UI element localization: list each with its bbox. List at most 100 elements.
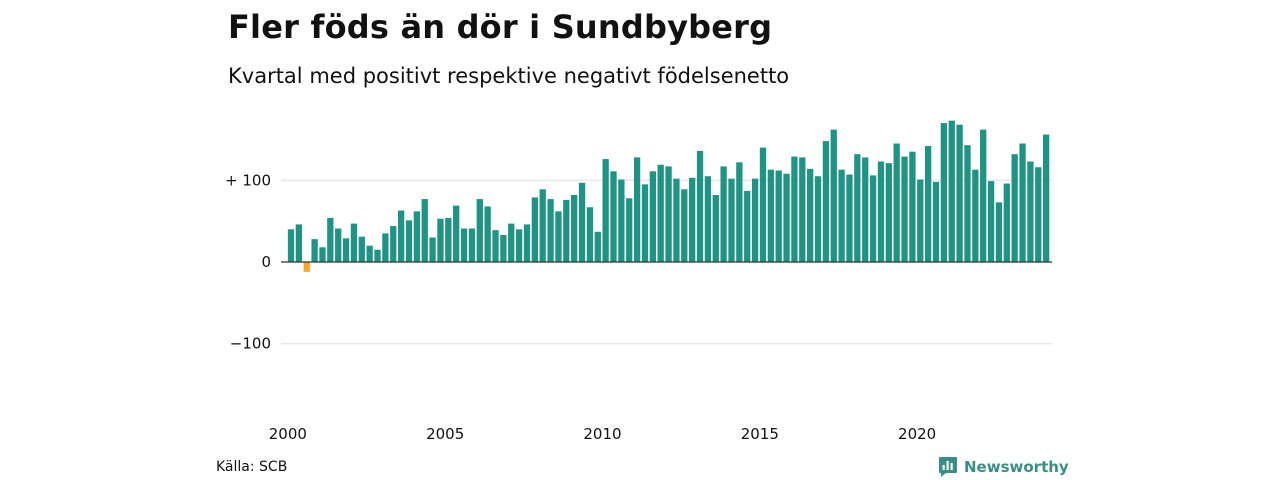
y-tick-label: −100: [230, 335, 271, 353]
bar-positive: [689, 177, 696, 262]
bar-positive: [453, 205, 460, 262]
bar-positive: [799, 157, 806, 262]
bar-positive: [610, 171, 617, 262]
bar-positive: [759, 147, 767, 262]
bar-positive: [531, 197, 538, 262]
x-axis-ticks: 2000 2005 2010 2015 2020: [269, 425, 936, 443]
bar-positive: [1019, 143, 1026, 262]
bar-positive: [964, 145, 971, 262]
bar-positive: [602, 159, 609, 262]
y-tick-label: 0: [261, 253, 271, 271]
y-tick-label: + 100: [225, 171, 271, 189]
bar-positive: [751, 178, 759, 262]
bar-positive: [696, 150, 704, 262]
bar-positive: [358, 236, 365, 262]
bar-positive: [437, 218, 444, 262]
bar-positive: [287, 229, 295, 262]
bar-positive: [397, 210, 405, 262]
bar-positive: [390, 226, 397, 262]
bar-positive: [586, 207, 594, 262]
bar-positive: [657, 164, 664, 262]
bars: [287, 120, 1050, 272]
chart-subtitle: Kvartal med positivt respektive negativt…: [228, 64, 790, 88]
y-axis-ticks: + 100 0 −100: [225, 171, 271, 352]
bar-positive: [948, 120, 955, 262]
bar-positive: [578, 182, 586, 262]
bar-positive: [633, 157, 641, 262]
bar-positive: [594, 231, 601, 262]
bar-positive: [429, 237, 436, 262]
bar-positive: [618, 179, 625, 262]
bar-negative: [303, 262, 310, 272]
x-tick-label: 2010: [583, 425, 621, 443]
bar-positive: [508, 223, 515, 262]
bar-positive: [728, 178, 735, 262]
bar-positive: [327, 217, 334, 262]
bar-positive: [744, 190, 751, 262]
bar-positive: [736, 162, 743, 262]
bar-positive: [484, 206, 491, 262]
bar-positive: [366, 245, 373, 262]
x-tick-label: 2015: [741, 425, 779, 443]
bar-positive: [1035, 167, 1042, 262]
bar-positive: [335, 228, 342, 262]
bar-positive: [563, 199, 570, 262]
bar-positive: [995, 202, 1003, 262]
bar-positive: [1011, 154, 1018, 262]
bar-positive: [1003, 183, 1010, 262]
bar-positive: [649, 171, 656, 262]
bar-positive: [626, 198, 633, 262]
bar-positive: [980, 129, 987, 262]
bar-positive: [807, 168, 814, 262]
bar-positive: [500, 235, 507, 262]
bar-positive: [555, 211, 562, 262]
bar-positive: [673, 178, 680, 262]
bar-positive: [956, 124, 963, 262]
bar-positive: [1027, 161, 1034, 262]
bar-positive: [901, 156, 908, 262]
bar-positive: [783, 173, 790, 262]
bar-positive: [374, 249, 381, 262]
bar-positive: [523, 224, 531, 262]
bar-positive: [791, 156, 798, 262]
bar-positive: [869, 175, 877, 262]
bar-positive: [838, 169, 845, 262]
bar-positive: [539, 189, 546, 262]
bar-positive: [319, 247, 326, 262]
bar-positive: [720, 166, 727, 262]
bar-chart: + 100 0 −100 2000 2005 2010 2015 2020: [225, 120, 1052, 443]
x-tick-label: 2005: [426, 425, 464, 443]
bar-positive: [665, 166, 672, 262]
bar-positive: [893, 143, 900, 262]
bar-positive: [571, 195, 578, 262]
bar-positive: [712, 195, 719, 262]
bar-positive: [445, 217, 452, 262]
bar-positive: [641, 184, 649, 262]
bar-positive: [846, 174, 853, 262]
bar-positive: [830, 129, 837, 262]
bar-positive: [885, 163, 892, 262]
bar-positive: [925, 145, 932, 262]
bar-positive: [382, 233, 389, 262]
bar-positive: [822, 141, 830, 262]
bar-positive: [909, 151, 916, 262]
bar-positive: [862, 157, 869, 262]
bar-positive: [413, 211, 420, 262]
bar-positive: [681, 189, 688, 262]
chart-title: Fler föds än dör i Sundbyberg: [228, 8, 773, 46]
bar-positive: [515, 229, 523, 262]
bar-positive: [342, 238, 350, 262]
bar-positive: [311, 239, 318, 262]
bar-positive: [492, 230, 499, 262]
x-tick-label: 2020: [898, 425, 936, 443]
bar-positive: [704, 176, 712, 262]
brand-logo[interactable]: Newsworthy: [938, 456, 1069, 478]
bar-positive: [854, 154, 861, 262]
bar-positive: [350, 223, 358, 262]
bar-positive: [1042, 134, 1050, 262]
bar-positive: [972, 169, 979, 262]
bar-positive: [917, 179, 924, 262]
bar-positive: [940, 123, 948, 262]
bar-positive: [932, 181, 940, 262]
source-note: Källa: SCB: [216, 459, 288, 475]
